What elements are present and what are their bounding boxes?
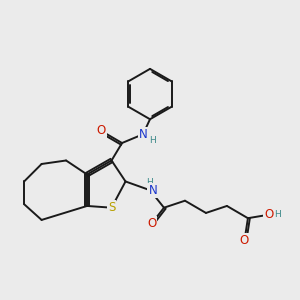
Text: O: O xyxy=(264,208,274,221)
Text: H: H xyxy=(274,210,281,219)
Text: N: N xyxy=(148,184,157,197)
Text: S: S xyxy=(108,201,115,214)
Text: N: N xyxy=(139,128,147,141)
Text: O: O xyxy=(96,124,106,137)
Text: O: O xyxy=(240,234,249,248)
Text: O: O xyxy=(147,217,156,230)
Text: H: H xyxy=(149,136,156,145)
Text: H: H xyxy=(146,178,153,187)
